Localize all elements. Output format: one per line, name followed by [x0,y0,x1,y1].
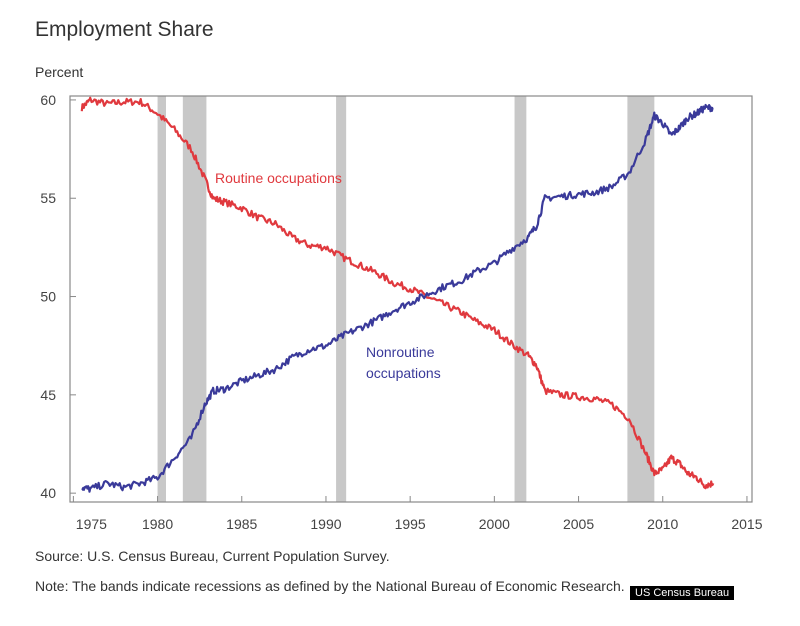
routine-series-line [80,96,715,490]
x-tick-label: 1985 [226,516,257,532]
chart-title: Employment Share [35,18,214,41]
x-tick-label: 2015 [731,516,762,532]
routine-label: Routine occupations [215,170,342,186]
x-tick-label: 2005 [563,516,594,532]
x-tick-label: 1995 [395,516,426,532]
recession-band [514,96,527,502]
y-tick-label: 45 [40,387,56,403]
y-tick-label: 50 [40,289,56,305]
watermark: US Census Bureau [630,586,735,600]
y-tick-label: 60 [40,92,56,108]
x-tick-label: 1990 [310,516,341,532]
y-tick-label: 40 [40,485,56,501]
x-tick-label: 1980 [142,516,173,532]
recession-band [336,96,347,502]
nonroutine-label: occupations [366,365,441,381]
x-tick-label: 1975 [76,516,107,532]
y-axis-label: Percent [35,64,84,80]
nonroutine-series-line [81,103,714,493]
source-note: Source: U.S. Census Bureau, Current Popu… [35,548,390,564]
recession-band [627,96,655,502]
x-tick-label: 2000 [479,516,510,532]
recession-band [157,96,166,502]
recession-note: Note: The bands indicate recessions as d… [35,578,625,594]
plot-frame [69,95,753,503]
y-tick-label: 55 [40,190,56,206]
nonroutine-label: Nonroutine [366,344,435,360]
recession-band [182,96,207,502]
x-tick-label: 2010 [647,516,678,532]
